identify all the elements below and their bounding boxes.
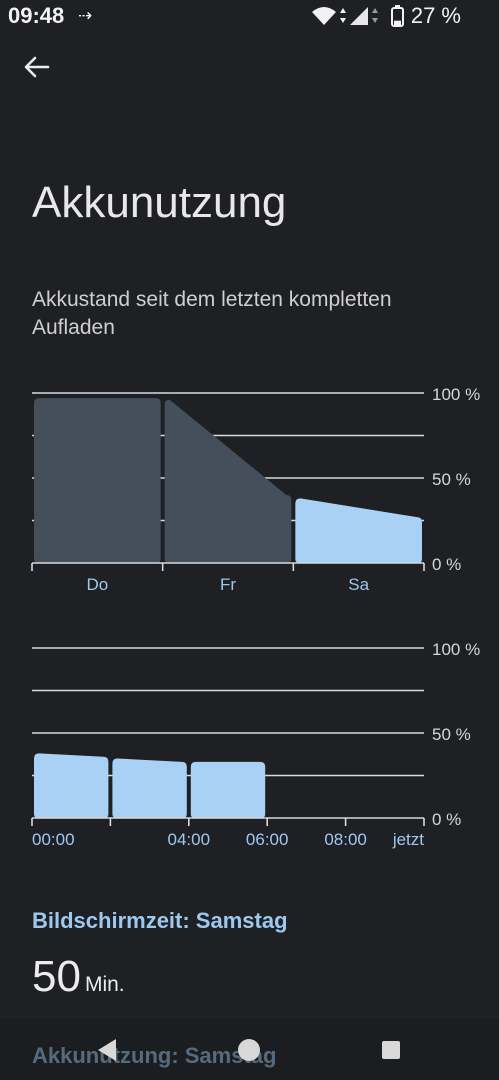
battery-level-chart-hours: 100 % 50 % 0 % 00:00 04:00 06:00 08:00 jetzt [31, 640, 480, 849]
nav-home-icon[interactable] [234, 1035, 264, 1065]
x-label-Do: Do [86, 575, 108, 594]
screen-time-label: Bildschirmzeit: Samstag [32, 908, 288, 933]
x-label-Fr: Fr [220, 575, 236, 594]
data-arrows-icon [340, 8, 346, 23]
chart-x-axis [31, 817, 425, 826]
page-title: Akkunutzung [32, 178, 287, 227]
chart-bars [34, 398, 422, 563]
y-tick-label: 0 % [432, 555, 461, 574]
chart-y-labels: 100 % 50 % 0 % [432, 640, 480, 829]
y-tick-label: 100 % [432, 640, 480, 659]
chart-x-labels: 00:00 04:00 06:00 08:00 jetzt [32, 830, 424, 849]
bar-2 [190, 761, 266, 818]
wifi-icon [312, 7, 336, 25]
y-tick-label: 50 % [432, 470, 471, 489]
bar-0 [34, 753, 109, 818]
y-tick-label: 100 % [432, 385, 480, 404]
chart-bars [34, 753, 266, 818]
battery-percent: 27 % [410, 3, 461, 28]
screen-time-unit: Min. [84, 973, 125, 996]
chart-x-axis [31, 562, 425, 571]
screen-time-number: 50 [32, 952, 81, 1001]
bar-1 [112, 758, 187, 818]
battery-level-chart-days: 100 % 50 % 0 % Do Fr Sa [31, 385, 480, 594]
y-tick-label: 50 % [432, 725, 471, 744]
x-label-Sa: Sa [348, 575, 369, 594]
connectivity-icons [312, 5, 404, 27]
x-label: 06:00 [246, 830, 289, 849]
call-forward-icon: ⇢ [78, 6, 93, 25]
bar-Sa [295, 498, 422, 563]
bar-Fr [164, 399, 292, 563]
nav-recents-icon[interactable] [376, 1035, 406, 1065]
x-label: 00:00 [32, 830, 75, 849]
chart-y-labels: 100 % 50 % 0 % [432, 385, 480, 574]
nav-back-icon[interactable] [92, 1035, 122, 1065]
cell-signal-icon [350, 7, 368, 25]
battery-usage-label: Akkunutzung: Samstag [32, 1043, 277, 1068]
chart-x-labels: Do Fr Sa [86, 575, 369, 594]
status-bar: 09:48 ⇢ 27 % [0, 0, 499, 32]
battery-icon [391, 5, 404, 27]
x-label: 04:00 [168, 830, 211, 849]
cell-data-arrows-icon [372, 8, 378, 23]
page-subtitle: Akkustand seit dem letzten kompletten Au… [32, 288, 392, 339]
x-label: 08:00 [324, 830, 367, 849]
status-time: 09:48 [8, 3, 65, 28]
back-arrow-icon[interactable] [22, 52, 52, 82]
y-tick-label: 0 % [432, 810, 461, 829]
bar-Do [34, 398, 161, 563]
x-label: jetzt [392, 830, 424, 849]
screen-time-value: 50 Min. [32, 952, 125, 1002]
